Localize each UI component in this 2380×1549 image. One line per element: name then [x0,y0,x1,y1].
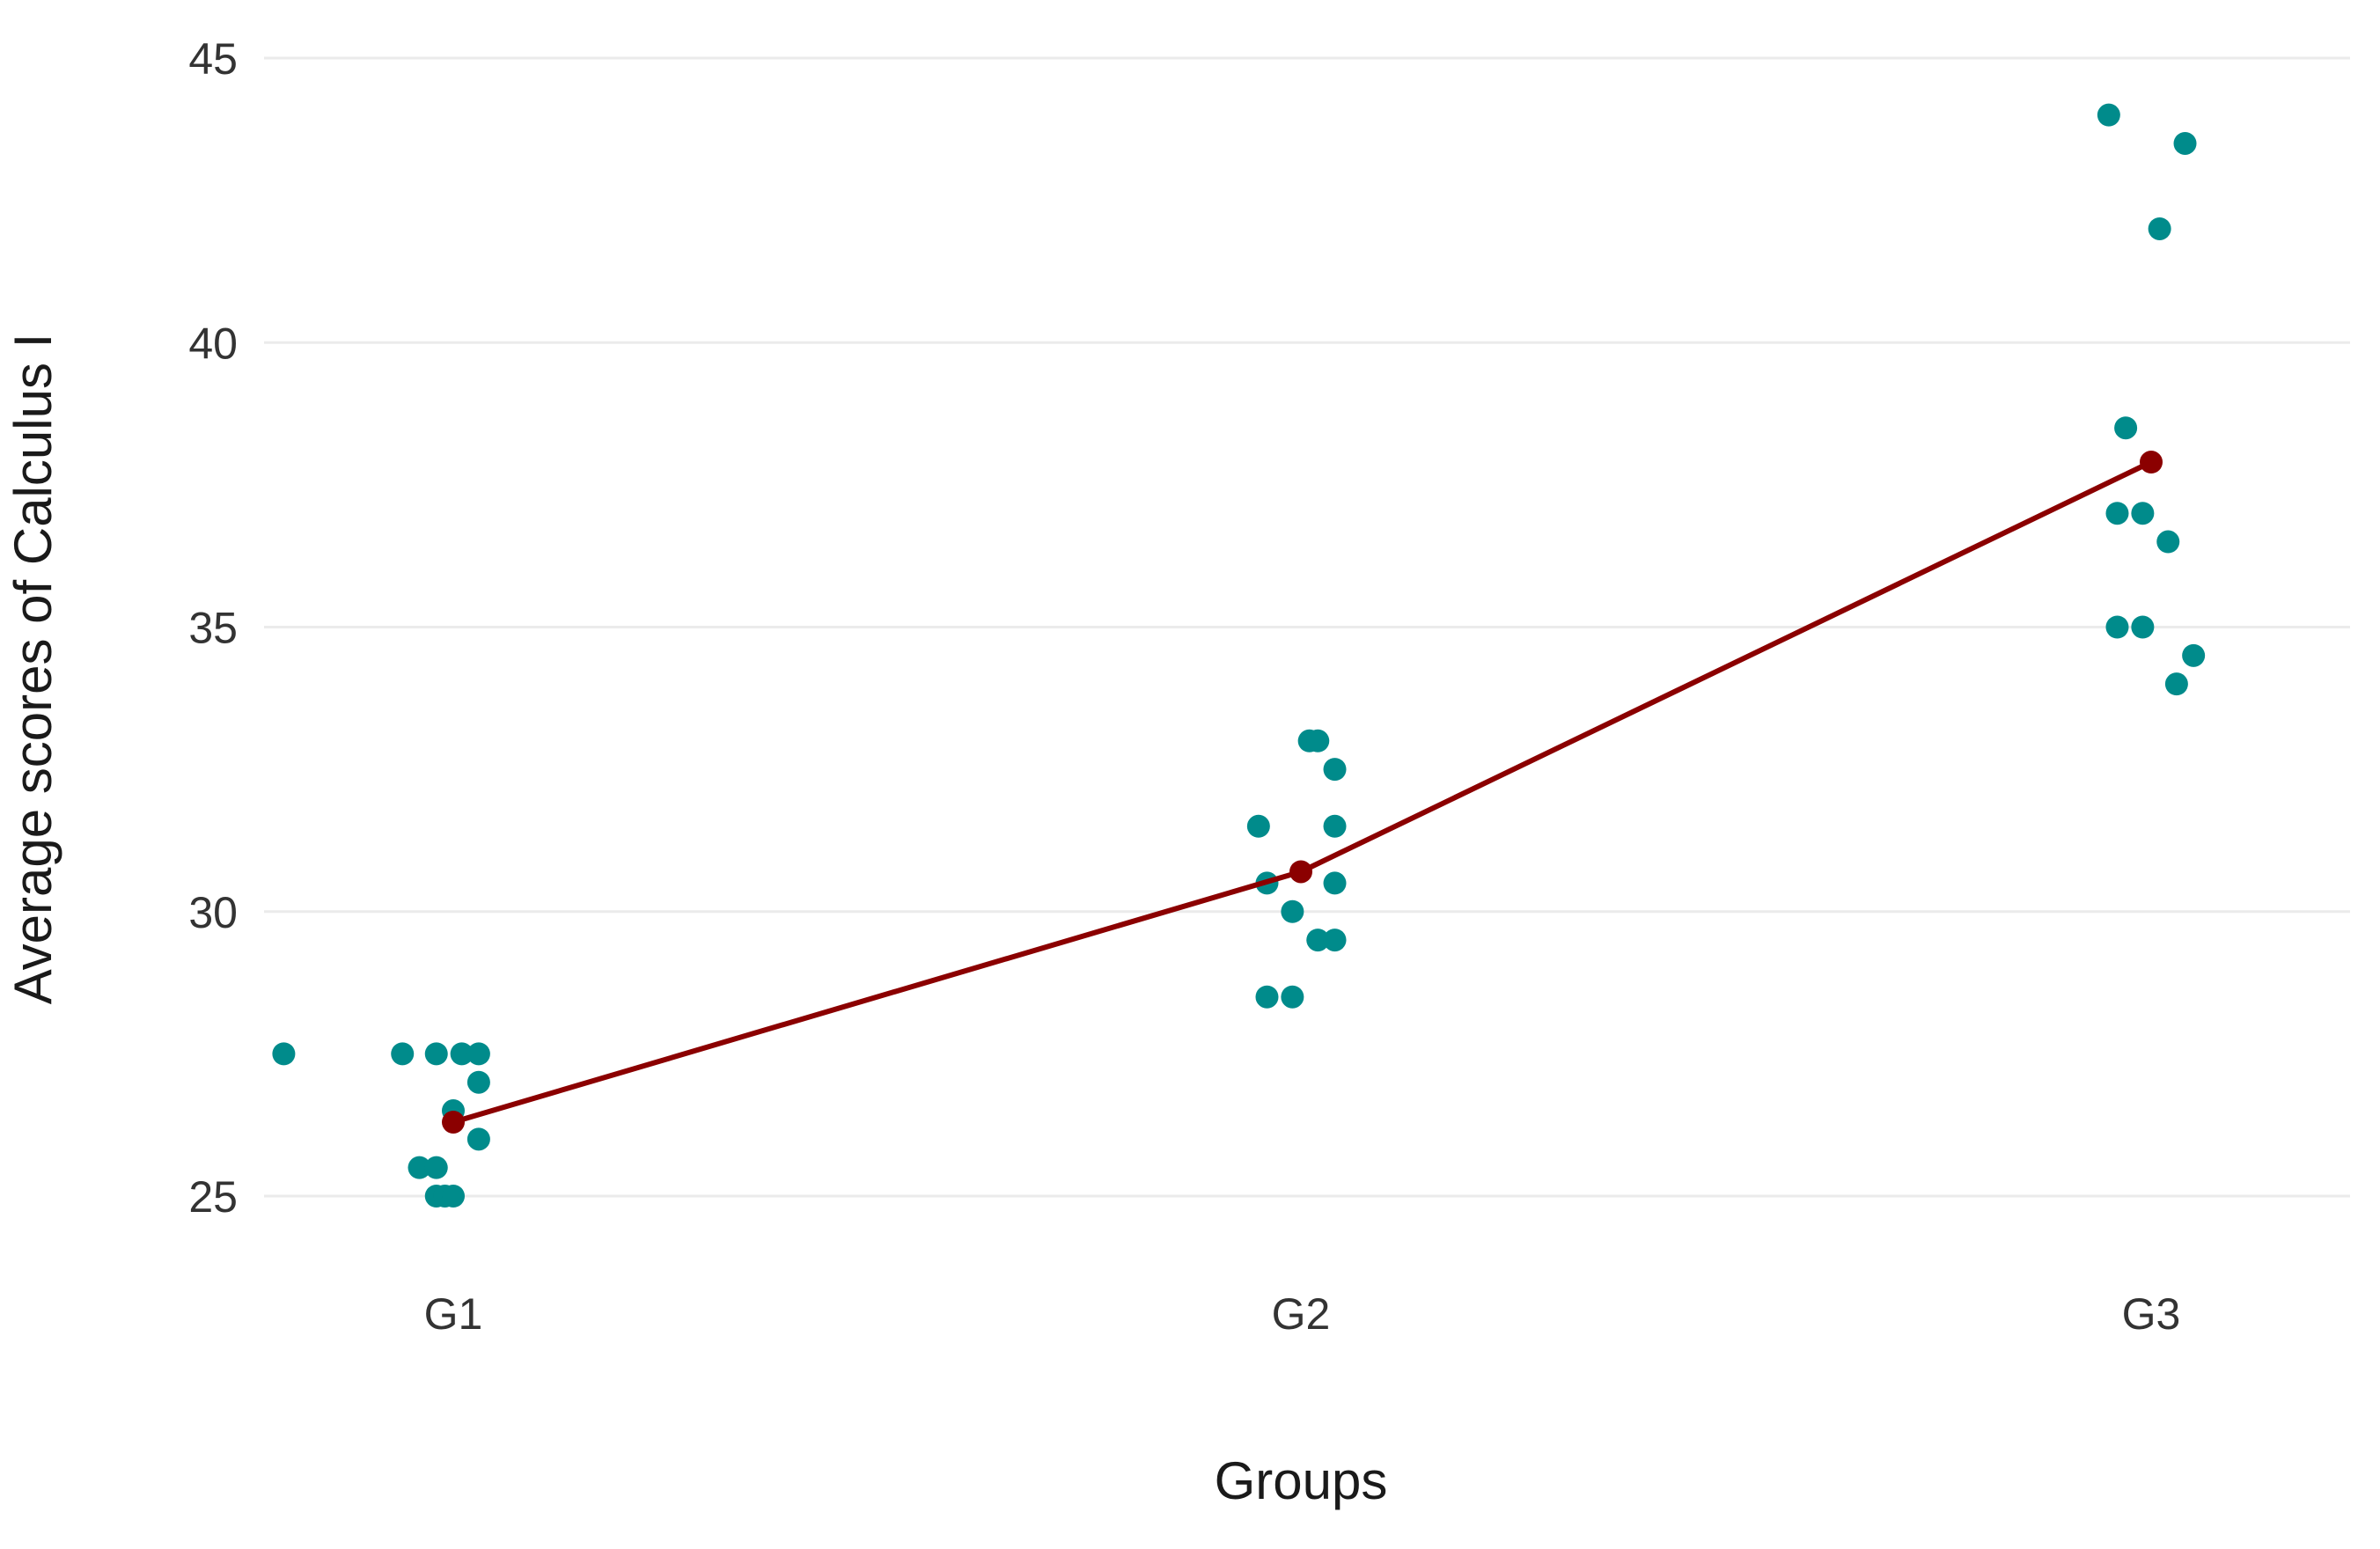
data-point [466,1127,490,1151]
data-point [2182,643,2206,667]
x-axis-ticks: G1 G2 G3 [424,1289,2181,1339]
data-point [2164,672,2188,696]
mean-point [442,1110,465,1134]
mean-line-series [442,451,2163,1134]
x-tick-label: G3 [2122,1289,2181,1339]
data-point [391,1042,415,1066]
data-point [2097,103,2120,127]
y-tick-label: 40 [188,319,238,368]
x-tick-label: G2 [1272,1289,1331,1339]
data-point [408,1156,431,1179]
data-point [2105,615,2129,639]
data-point [272,1042,296,1066]
gridlines [264,56,2350,1198]
data-point [1323,814,1347,838]
data-point [466,1042,490,1066]
y-tick-label: 25 [188,1172,238,1222]
y-tick-label: 30 [188,888,238,937]
data-point [2114,416,2138,440]
data-point [1306,929,1330,952]
y-axis-ticks: 25 30 35 40 45 [188,34,238,1222]
data-point [2131,615,2155,639]
data-point [1281,985,1304,1009]
data-point [424,1042,448,1066]
y-axis-title: Average scores of Calculus I [4,334,62,1005]
x-tick-label: G1 [424,1289,483,1339]
data-point [2131,502,2155,525]
data-point [424,1156,448,1179]
mean-point [1289,860,1312,884]
data-point [1246,814,1270,838]
data-point [1323,871,1347,895]
data-point [1306,729,1330,752]
data-point [2148,217,2171,240]
data-point [1323,929,1347,952]
data-point [1323,758,1347,782]
y-tick-label: 45 [188,34,238,84]
data-point [2156,530,2180,554]
data-points [272,103,2206,1208]
mean-point [2140,451,2163,474]
data-point [1255,985,1279,1009]
mean-line [452,459,2153,1125]
data-point [1281,899,1304,923]
data-point [466,1070,490,1094]
x-axis-title: Groups [1215,1451,1388,1510]
data-point [2105,502,2129,525]
data-point [450,1042,474,1066]
y-tick-label: 35 [188,604,238,653]
data-point [2173,131,2197,155]
data-point [442,1185,465,1208]
